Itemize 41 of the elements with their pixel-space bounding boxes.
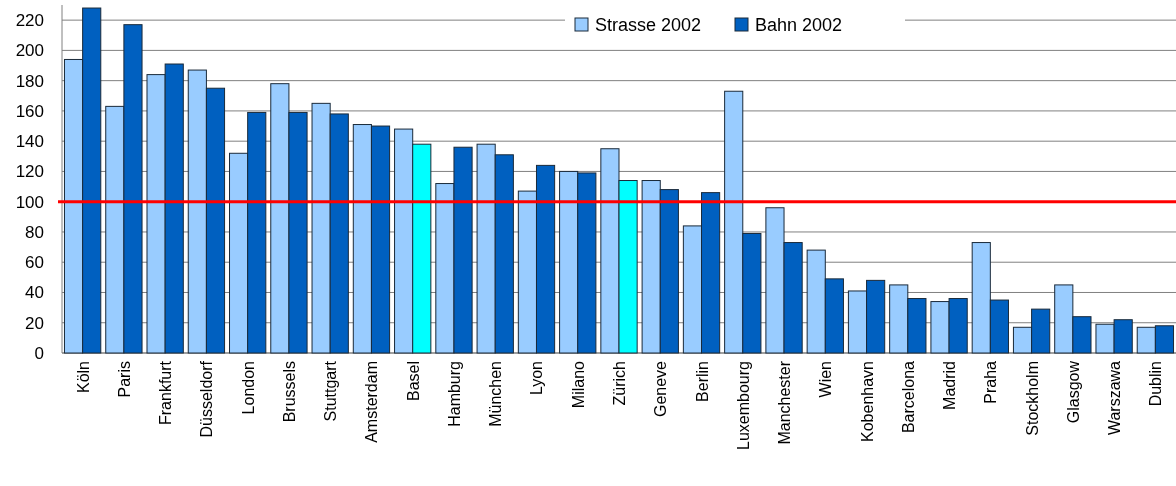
x-tick-label: Kobenhavn — [858, 361, 876, 442]
y-tick-label: 120 — [15, 162, 44, 182]
x-tick-label: Geneve — [652, 360, 670, 418]
x-tick-label: Paris — [115, 361, 133, 398]
x-tick-label: Barcelona — [899, 360, 917, 434]
x-tick-label: Brussels — [280, 361, 298, 423]
x-tick-label: Hamburg — [445, 361, 463, 427]
x-tick-label: Amsterdam — [363, 361, 381, 443]
x-tick-label: Düsseldorf — [198, 360, 216, 438]
x-tick-label: Manchester — [776, 360, 794, 445]
y-tick-label: 100 — [15, 192, 44, 212]
x-tick-label: Berlin — [693, 361, 711, 402]
x-tick-label: Zürich — [611, 361, 628, 406]
x-tick-label: Milano — [569, 360, 587, 409]
y-tick-label: 140 — [15, 132, 44, 152]
x-tick-label: München — [487, 361, 505, 427]
y-tick-label: 80 — [25, 222, 44, 242]
x-tick-label: Lyon — [528, 361, 546, 396]
y-tick-label: 20 — [25, 313, 44, 333]
y-tick-label: 160 — [15, 101, 44, 121]
y-tick-label: 0 — [34, 343, 44, 363]
x-tick-label: Madrid — [941, 361, 959, 410]
legend-label: Strasse 2002 — [595, 15, 702, 36]
x-tick-label: London — [239, 361, 257, 415]
x-tick-label: Stockholm — [1023, 361, 1041, 436]
x-tick-label: Glasgow — [1064, 360, 1082, 424]
x-tick-label: Praha — [982, 360, 1000, 404]
x-tick-label: Stuttgart — [322, 360, 340, 422]
x-tick-label: Frankfurt — [157, 360, 175, 426]
y-tick-label: 60 — [25, 253, 44, 273]
legend-label: Bahn 2002 — [755, 15, 843, 36]
x-tick-label: Warszawa — [1106, 360, 1124, 436]
y-tick-label: 200 — [15, 41, 44, 61]
x-tick-label: Wien — [817, 361, 835, 398]
y-tick-label: 40 — [25, 283, 44, 303]
y-tick-label: 220 — [15, 11, 44, 31]
x-tick-label: Dublin — [1147, 361, 1165, 407]
x-tick-label: Köln — [74, 361, 92, 394]
x-tick-label: Luxembourg — [734, 361, 752, 450]
x-tick-label: Basel — [404, 361, 422, 402]
y-tick-label: 180 — [15, 71, 44, 91]
